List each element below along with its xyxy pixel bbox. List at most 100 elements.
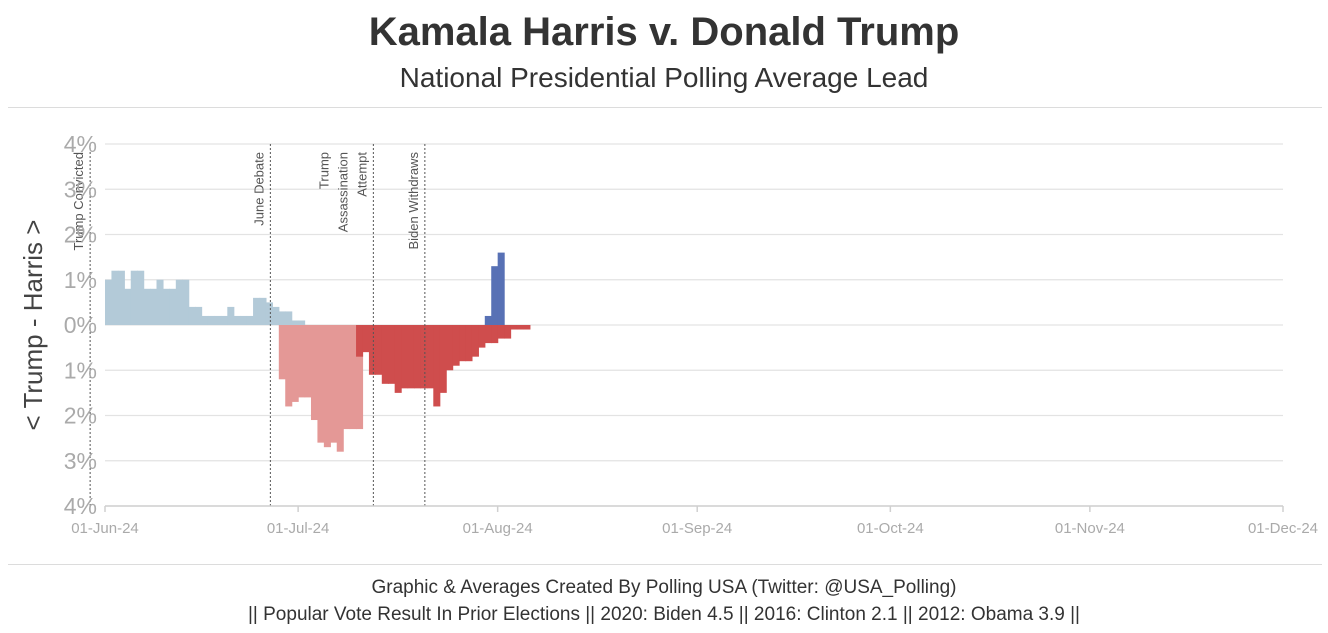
x-tick-label: 01-Sep-24 xyxy=(662,520,732,537)
bar xyxy=(343,325,351,430)
bar xyxy=(317,325,325,443)
bar xyxy=(117,270,125,325)
bar xyxy=(426,325,434,389)
bar xyxy=(497,325,505,339)
chart-subtitle: National Presidential Polling Average Le… xyxy=(399,62,929,93)
bar xyxy=(446,325,454,371)
bar xyxy=(195,306,203,325)
bar xyxy=(484,325,492,344)
x-tick-label: 01-Jun-24 xyxy=(71,520,139,537)
bar xyxy=(420,325,428,389)
y-axis-title: < Trump - Harris > xyxy=(18,220,48,431)
bar xyxy=(227,306,235,325)
bar xyxy=(240,315,248,325)
bar xyxy=(175,279,183,325)
bar xyxy=(478,325,486,348)
footer-credit: Graphic & Averages Created By Polling US… xyxy=(371,577,957,598)
bar xyxy=(233,315,241,325)
bar xyxy=(401,325,409,389)
bar xyxy=(278,311,286,325)
y-tick-label: 2% xyxy=(64,222,97,248)
bar xyxy=(497,252,505,325)
bar xyxy=(111,270,119,325)
bar xyxy=(510,325,518,330)
bar xyxy=(150,288,158,325)
bar xyxy=(504,325,512,339)
bar xyxy=(413,325,422,389)
bar xyxy=(388,325,396,384)
events-layer: Trump Convicted June Debate Trump Assassina… xyxy=(71,144,426,506)
bar xyxy=(356,325,364,357)
bar xyxy=(459,325,467,362)
bar xyxy=(265,302,273,325)
event-label: June Debate xyxy=(251,152,266,226)
bar xyxy=(323,325,331,448)
bar xyxy=(143,288,151,325)
bar xyxy=(523,325,531,330)
bar xyxy=(439,325,447,393)
bar xyxy=(137,270,145,325)
grid-layer xyxy=(105,143,1283,507)
bar xyxy=(207,315,216,325)
y-tick-label: 3% xyxy=(64,176,97,202)
bar xyxy=(278,325,286,380)
chart-svg: Trump Convicted June Debate Trump Assassina… xyxy=(18,131,1318,537)
bar xyxy=(285,311,293,325)
event-label: Attempt xyxy=(354,152,369,197)
event-label: Trump Convicted xyxy=(71,152,86,251)
bar xyxy=(484,315,492,325)
bar xyxy=(381,325,389,384)
bar xyxy=(375,325,383,375)
bar xyxy=(349,325,357,430)
bar xyxy=(130,270,138,325)
bar xyxy=(298,320,306,325)
x-tick-label: 01-Nov-24 xyxy=(1055,520,1125,537)
y-tick-label: 2% xyxy=(64,403,97,429)
bar xyxy=(304,325,312,398)
bar xyxy=(272,306,280,325)
bar xyxy=(214,315,222,325)
y-tick-label: 1% xyxy=(64,357,97,383)
bar xyxy=(407,325,415,389)
x-tick-label: 01-Dec-24 xyxy=(1248,520,1318,537)
x-tick-label: 01-Aug-24 xyxy=(463,520,533,537)
y-tick-label: 1% xyxy=(64,267,97,293)
bar xyxy=(368,325,376,375)
bar xyxy=(491,266,499,325)
bar xyxy=(246,315,254,325)
bar xyxy=(156,279,164,325)
bar xyxy=(291,320,299,325)
bar xyxy=(362,325,370,353)
bar xyxy=(465,325,473,362)
bar xyxy=(188,306,196,325)
bar xyxy=(491,325,499,344)
bar xyxy=(394,325,402,393)
bar xyxy=(298,325,306,398)
y-tick-label: 3% xyxy=(64,448,97,474)
bar xyxy=(201,315,209,325)
bar xyxy=(336,325,344,452)
bar xyxy=(452,325,460,366)
bar xyxy=(310,325,319,421)
bar xyxy=(182,279,190,325)
chart-title: Kamala Harris v. Donald Trump xyxy=(368,10,960,54)
bar xyxy=(356,325,364,430)
y-tick-label: 4% xyxy=(64,131,97,157)
axis-layer: 4%3%2%1%0%1%2%3%4%01-Jun-24 01-Jul-24 01-A… xyxy=(18,131,1318,537)
bar xyxy=(330,325,338,443)
bar xyxy=(169,288,177,325)
x-tick-label: 01-Jul-24 xyxy=(267,520,330,537)
header-divider xyxy=(8,107,1322,108)
footer-divider xyxy=(8,564,1322,565)
bar xyxy=(124,288,132,325)
bar xyxy=(220,315,228,325)
bar xyxy=(433,325,441,407)
bar xyxy=(291,325,299,402)
bar xyxy=(516,325,525,330)
event-label: Trump xyxy=(316,152,331,189)
bar xyxy=(162,288,170,325)
bar xyxy=(259,297,267,325)
y-tick-label: 4% xyxy=(64,493,97,519)
bar xyxy=(253,297,261,325)
y-tick-label: 0% xyxy=(64,312,97,338)
